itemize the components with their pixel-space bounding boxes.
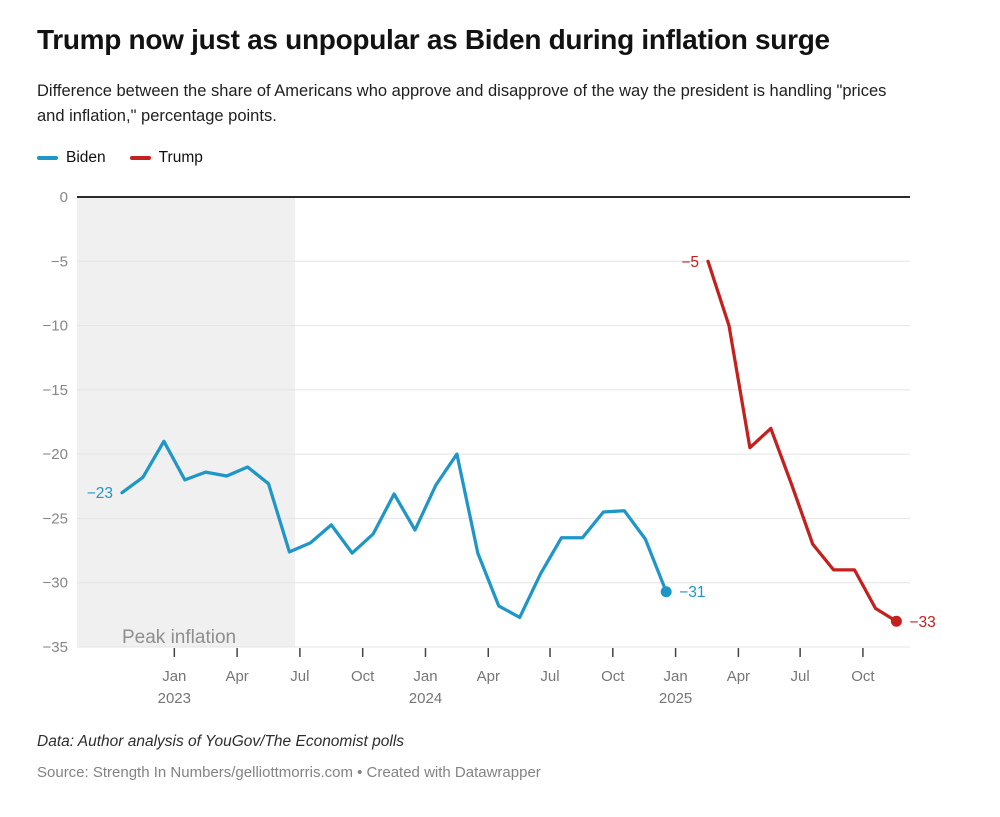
y-tick-label: −20 — [43, 446, 68, 463]
trump-start-value-label: −5 — [681, 254, 699, 271]
legend-item-trump: Trump — [129, 149, 203, 167]
x-tick-label: Jul — [290, 668, 309, 685]
y-tick-label: −10 — [43, 318, 68, 335]
y-tick-label: −35 — [43, 639, 68, 656]
x-tick-label: Oct — [351, 668, 375, 685]
trump-line-swatch-icon — [129, 156, 151, 160]
y-tick-label: 0 — [60, 189, 68, 206]
biden-end-value-label: −31 — [679, 584, 705, 601]
legend-label-biden: Biden — [66, 149, 106, 166]
biden-line — [120, 439, 668, 620]
x-tick-year-label: 2025 — [659, 690, 692, 707]
chart-subtitle: Difference between the share of American… — [37, 82, 887, 125]
source-note: Source: Strength In Numbers/gelliottmorr… — [37, 764, 541, 781]
y-tick-label: −15 — [43, 382, 68, 399]
peak-inflation-label: Peak inflation — [122, 627, 236, 648]
biden-start-value-label: −23 — [87, 485, 113, 502]
peak-inflation-band — [77, 197, 296, 647]
x-tick-year-label: 2024 — [409, 690, 442, 707]
legend: Biden Trump — [37, 149, 203, 167]
x-tick-label: Apr — [727, 668, 750, 685]
trump-end-value-label: −33 — [909, 614, 935, 631]
y-tick-label: −25 — [43, 510, 68, 527]
trump-line — [706, 259, 899, 623]
x-tick-label: Oct — [601, 668, 625, 685]
x-tick-label: Jul — [791, 668, 810, 685]
chart-title: Trump now just as unpopular as Biden dur… — [37, 24, 830, 55]
biden-end-dot — [660, 586, 672, 598]
y-tick-label: −30 — [43, 575, 68, 592]
legend-item-biden: Biden — [37, 149, 106, 167]
biden-line-swatch-icon — [37, 156, 58, 160]
x-tick-label: Apr — [225, 668, 248, 685]
x-tick-label: Jan — [413, 668, 437, 685]
x-tick-label: Jul — [540, 668, 559, 685]
legend-label-trump: Trump — [158, 149, 203, 166]
x-tick-label: Oct — [851, 668, 875, 685]
trump-end-dot — [890, 615, 902, 627]
x-tick-label: Jan — [664, 668, 688, 685]
x-tick-label: Apr — [477, 668, 500, 685]
x-tick-label: Jan — [162, 668, 186, 685]
x-tick-year-label: 2023 — [158, 690, 191, 707]
data-note: Data: Author analysis of YouGov/The Econ… — [37, 733, 405, 750]
y-tick-label: −5 — [51, 253, 68, 270]
